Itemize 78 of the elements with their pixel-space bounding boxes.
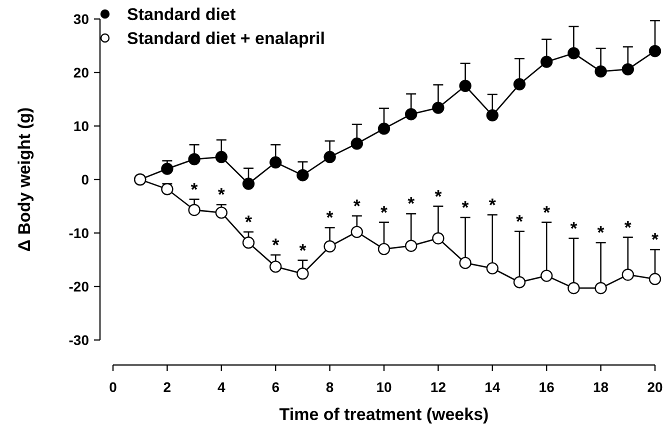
point [648,45,662,58]
point [378,122,390,135]
annotation: * [190,179,198,200]
point [215,206,228,219]
annotation: * [353,196,360,216]
point [648,272,662,286]
point [188,204,200,216]
annotation: * [408,194,415,214]
legend-label: Standard diet + enalapril [127,28,325,48]
point [432,232,444,244]
x-tick-label: 0 [109,379,118,395]
annotation: * [516,211,524,232]
y-tick-label: 30 [73,10,90,27]
point [188,153,200,166]
point [594,282,607,294]
point [161,162,174,175]
annotation: * [597,222,604,243]
point [459,80,472,92]
point [405,240,418,252]
point [459,256,472,270]
y-tick-label: 0 [81,171,90,188]
annotation: * [244,212,252,232]
point [568,282,580,294]
point [242,236,255,249]
point [432,102,444,114]
annotation: * [462,197,469,218]
point [324,150,336,164]
x-tick-label: 2 [163,379,172,395]
point [513,78,526,90]
point [540,270,553,282]
point [513,276,526,288]
point [378,242,390,256]
x-tick-label: 20 [647,379,663,395]
point [242,178,255,190]
point [296,268,309,280]
point [350,226,363,238]
x-tick-label: 8 [326,379,334,395]
annotation: * [488,194,496,215]
point [270,156,282,168]
point [622,63,634,76]
point [540,56,553,68]
point [594,65,607,78]
x-tick-label: 12 [430,379,446,395]
x-tick-label: 16 [538,379,555,395]
annotation: * [218,184,225,205]
y-tick-label: 20 [73,64,90,80]
point [215,150,228,164]
annotation: * [570,218,578,238]
annotation: * [434,186,442,206]
point [270,260,282,273]
annotation: * [272,234,280,255]
y-tick-label: 10 [73,118,90,134]
point [568,47,580,60]
annotation: * [326,208,334,228]
legend-label: Standard diet [127,4,236,24]
point [486,109,498,122]
y-tick-label: -30 [68,332,90,348]
annotation: * [543,202,550,222]
point [486,262,498,274]
annotation: * [380,202,388,222]
x-axis-title: Time of treatment (weeks) [279,405,489,424]
y-tick-label: -10 [68,224,90,241]
x-tick-label: 14 [484,379,500,395]
point [350,138,363,150]
x-tick-label: 18 [593,379,609,395]
x-tick-label: 10 [376,379,392,395]
annotation: * [299,240,306,260]
point [324,240,336,252]
point [161,183,174,196]
y-axis-title: Δ Body weight (g) [15,107,34,252]
point [622,268,634,281]
x-tick-label: 6 [272,379,280,395]
x-tick-label: 4 [218,379,226,395]
annotation: * [651,230,659,250]
y-tick-label: -20 [68,278,90,294]
annotation: * [624,217,632,238]
point [405,108,418,120]
point [296,169,309,182]
